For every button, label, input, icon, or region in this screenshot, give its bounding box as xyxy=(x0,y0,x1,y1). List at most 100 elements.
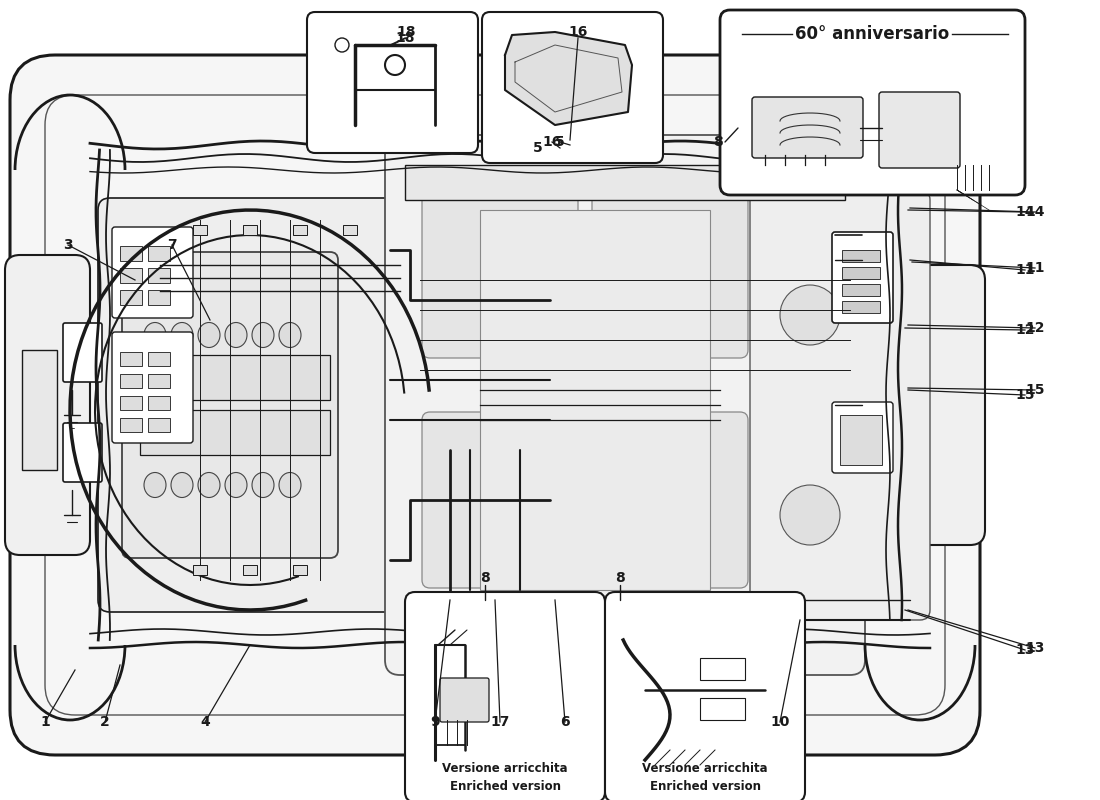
Bar xyxy=(243,225,257,235)
Bar xyxy=(840,415,882,465)
FancyBboxPatch shape xyxy=(482,12,663,163)
Ellipse shape xyxy=(226,473,248,498)
Bar xyxy=(842,250,880,262)
Bar xyxy=(293,565,307,575)
FancyBboxPatch shape xyxy=(832,402,893,473)
Ellipse shape xyxy=(170,473,192,498)
FancyBboxPatch shape xyxy=(6,255,90,555)
FancyBboxPatch shape xyxy=(832,232,893,323)
Bar xyxy=(293,225,307,235)
Ellipse shape xyxy=(144,473,166,498)
Text: 3: 3 xyxy=(63,238,73,252)
Text: 4: 4 xyxy=(200,715,210,729)
Bar xyxy=(700,658,745,680)
Text: 12: 12 xyxy=(1015,323,1035,337)
Bar xyxy=(120,352,142,366)
Text: 16: 16 xyxy=(569,25,587,39)
FancyBboxPatch shape xyxy=(63,423,102,482)
Text: Enriched version: Enriched version xyxy=(450,779,561,793)
Ellipse shape xyxy=(198,322,220,347)
Bar xyxy=(22,350,57,470)
Ellipse shape xyxy=(198,473,220,498)
FancyBboxPatch shape xyxy=(385,135,865,675)
FancyBboxPatch shape xyxy=(605,592,805,800)
Bar xyxy=(148,290,170,305)
Ellipse shape xyxy=(170,322,192,347)
Text: 9: 9 xyxy=(430,715,440,729)
Bar xyxy=(120,246,142,261)
Ellipse shape xyxy=(252,322,274,347)
Text: 18: 18 xyxy=(395,31,415,45)
Bar xyxy=(192,565,207,575)
Bar xyxy=(243,565,257,575)
Bar xyxy=(842,267,880,279)
FancyBboxPatch shape xyxy=(752,97,864,158)
Bar xyxy=(148,418,170,432)
Bar xyxy=(480,210,710,590)
FancyBboxPatch shape xyxy=(422,182,578,358)
Text: 17: 17 xyxy=(491,715,509,729)
FancyBboxPatch shape xyxy=(750,190,930,620)
FancyBboxPatch shape xyxy=(879,92,960,168)
FancyBboxPatch shape xyxy=(422,412,578,588)
Bar xyxy=(140,410,330,455)
Text: 6: 6 xyxy=(560,715,570,729)
Text: Versione arricchita: Versione arricchita xyxy=(642,762,768,774)
FancyBboxPatch shape xyxy=(307,12,478,153)
Ellipse shape xyxy=(144,322,166,347)
Text: 10: 10 xyxy=(770,715,790,729)
FancyBboxPatch shape xyxy=(405,592,605,800)
Text: Enriched version: Enriched version xyxy=(649,779,760,793)
FancyBboxPatch shape xyxy=(720,10,1025,195)
Text: 11: 11 xyxy=(1025,261,1045,275)
Bar xyxy=(120,268,142,283)
Bar xyxy=(120,374,142,388)
Text: 14: 14 xyxy=(1025,205,1045,219)
Text: 2: 2 xyxy=(100,715,110,729)
Bar xyxy=(120,396,142,410)
Text: 18: 18 xyxy=(396,25,416,39)
Bar xyxy=(148,246,170,261)
Text: 13: 13 xyxy=(1025,641,1045,655)
Text: 15: 15 xyxy=(1025,383,1045,397)
FancyBboxPatch shape xyxy=(122,252,338,558)
Bar xyxy=(343,225,358,235)
Ellipse shape xyxy=(279,322,301,347)
Text: 5: 5 xyxy=(556,135,565,149)
Ellipse shape xyxy=(279,473,301,498)
Bar xyxy=(148,268,170,283)
Text: 16: 16 xyxy=(542,135,562,149)
Text: 14: 14 xyxy=(1015,205,1035,219)
FancyBboxPatch shape xyxy=(112,227,192,318)
Text: 5: 5 xyxy=(534,141,543,155)
Bar xyxy=(120,290,142,305)
Ellipse shape xyxy=(226,322,248,347)
FancyBboxPatch shape xyxy=(440,678,490,722)
Text: 8: 8 xyxy=(480,571,490,585)
FancyBboxPatch shape xyxy=(592,412,748,588)
Bar xyxy=(842,301,880,313)
Ellipse shape xyxy=(252,473,274,498)
Bar xyxy=(192,225,207,235)
Text: 1: 1 xyxy=(40,715,49,729)
Text: 15: 15 xyxy=(1015,388,1035,402)
Bar xyxy=(140,355,330,400)
FancyBboxPatch shape xyxy=(112,332,192,443)
Text: EU: EU xyxy=(150,360,524,602)
Bar xyxy=(842,284,880,296)
Bar xyxy=(148,352,170,366)
FancyBboxPatch shape xyxy=(10,55,980,755)
Text: 7: 7 xyxy=(167,238,177,252)
Text: 8: 8 xyxy=(615,571,625,585)
Text: 12: 12 xyxy=(1025,321,1045,335)
Text: 8: 8 xyxy=(713,135,723,149)
FancyBboxPatch shape xyxy=(905,265,984,545)
Bar xyxy=(700,698,745,720)
Text: Versione arricchita: Versione arricchita xyxy=(442,762,568,774)
Bar xyxy=(405,165,845,200)
Ellipse shape xyxy=(780,485,840,545)
Bar xyxy=(148,374,170,388)
Ellipse shape xyxy=(780,285,840,345)
Bar xyxy=(148,396,170,410)
Text: 60° anniversario: 60° anniversario xyxy=(795,25,949,43)
